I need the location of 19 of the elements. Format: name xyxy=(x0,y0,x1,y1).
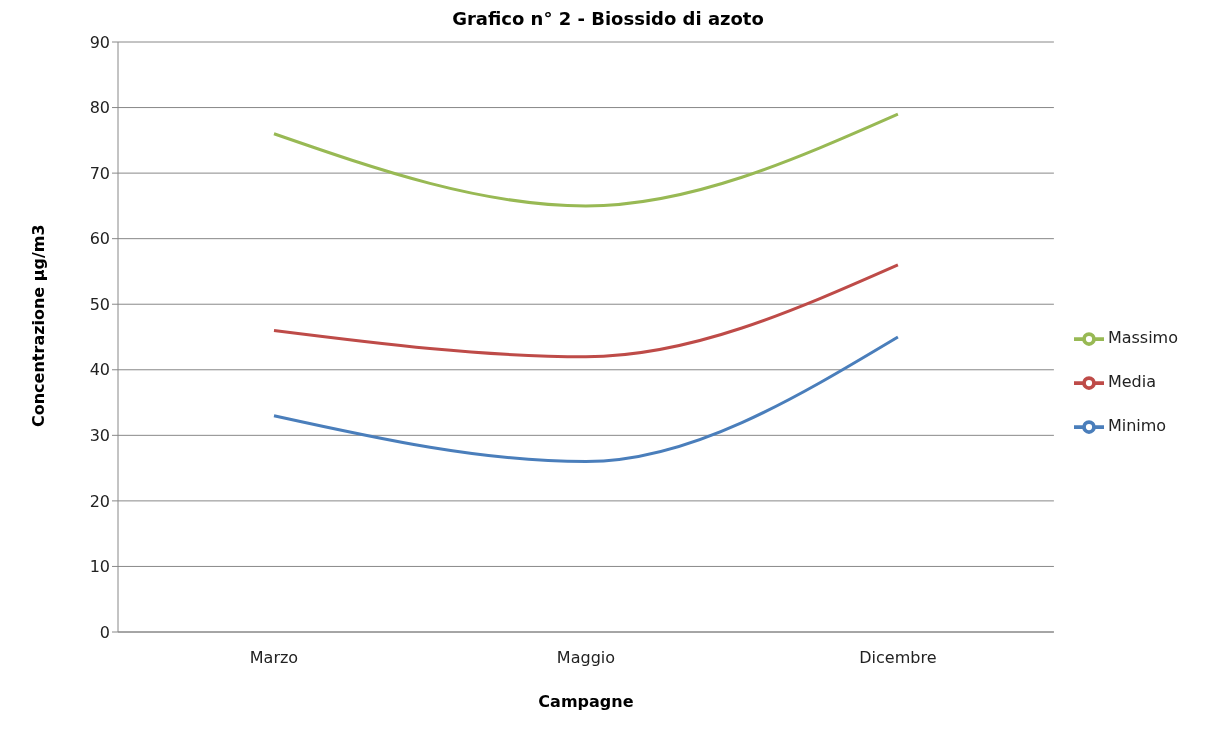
y-tick-label: 30 xyxy=(89,426,110,446)
y-tick-label: 90 xyxy=(89,32,110,52)
y-tick-label: 10 xyxy=(89,557,110,577)
y-tick-label: 80 xyxy=(89,98,110,118)
x-tick-label: Maggio xyxy=(556,648,616,668)
chart-title: Grafico n° 2 - Biossido di azoto xyxy=(451,8,765,31)
y-tick-label: 40 xyxy=(89,360,110,380)
y-tick-label: 20 xyxy=(89,491,110,511)
x-axis-title: Campagne xyxy=(538,692,634,711)
y-tick-label: 70 xyxy=(89,163,110,183)
x-tick-label: Marzo xyxy=(249,648,299,668)
legend-label: Media xyxy=(1107,372,1156,391)
legend-label: Massimo xyxy=(1107,328,1178,347)
legend-label: Minimo xyxy=(1107,416,1167,435)
y-axis-title: Concentrazione µg/m3 xyxy=(28,224,48,427)
y-tick-label: 50 xyxy=(89,294,110,314)
y-tick-label: 60 xyxy=(89,229,110,249)
x-tick-label: Dicembre xyxy=(859,648,937,668)
y-tick-label: 0 xyxy=(99,622,110,642)
